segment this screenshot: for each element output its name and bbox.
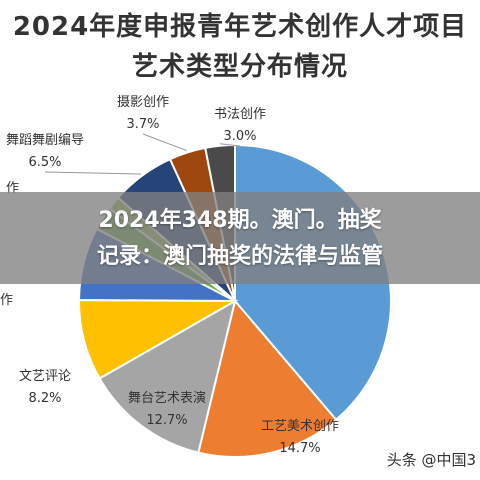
leader-lines [44,133,241,175]
slice-label: 舞台艺术表演 [128,390,206,406]
banner-line-1: 2024年348期。澳门。抽奖 [98,208,382,233]
slice-label: 工艺美术创作 [261,419,339,434]
slice-label: 文艺评论 [19,369,71,384]
slice-percent-label: 14.7% [279,441,320,456]
chart-title: 2024年度申报青年艺术创作人才项目 [12,12,468,42]
slice-percent-label: 3.7% [126,117,159,132]
leader-line [142,133,187,152]
slice-label: 舞蹈舞剧编导 [6,133,84,148]
banner-line-2: 记录：澳门抽奖的法律与监管 [96,244,383,269]
leader-line [219,143,241,147]
pie-slice [98,298,237,454]
slice-percent-label: 12.7% [146,413,187,428]
slice-percent-label: 8.2% [28,391,61,406]
pie-slice [197,298,338,458]
slice-percent-label: 3.0% [223,129,256,144]
watermark: 头条 @中国3 [386,451,476,469]
slice-labels: 书法创作 3.0% 工艺美术创作 14.7% 舞台艺术表演 12.7% 文艺评论 8.2% 舞蹈… [0,95,339,456]
slice-label: 摄影创作 [117,95,169,110]
partial-slice-label: 作 [0,293,13,308]
chart-subtitle: 艺术类型分布情况 [131,52,348,82]
leader-line [44,171,141,175]
slice-label: 书法创作 [214,107,266,122]
banner-overlay [0,192,480,284]
slice-percent-label: 6.5% [28,155,61,170]
